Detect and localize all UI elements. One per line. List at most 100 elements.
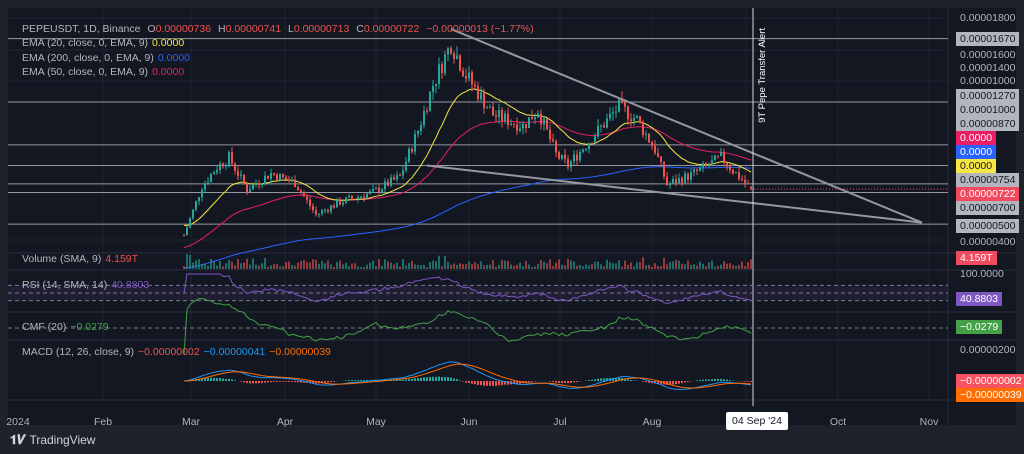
candle-body	[588, 143, 590, 150]
macd-histogram-bar	[489, 381, 491, 386]
volume-bar	[690, 264, 692, 269]
volume-bar	[666, 264, 668, 269]
macd-histogram-bar	[420, 377, 422, 381]
macd-histogram-bar	[501, 381, 503, 386]
candle-body	[279, 174, 281, 181]
ema50-line	[183, 120, 752, 248]
cmf-line	[183, 298, 752, 355]
volume-bar	[702, 263, 704, 269]
ema20-legend[interactable]: EMA (20, close, 0, EMA, 9) 0.0000	[22, 37, 188, 50]
macd-histogram-bar	[597, 378, 599, 381]
alert-annotation[interactable]: 9T Pepe Transfer Alert	[751, 28, 773, 128]
macd-histogram-bar	[345, 380, 347, 381]
candle-body	[501, 110, 503, 122]
macd-histogram-bar	[558, 381, 560, 383]
macd-histogram-bar	[573, 381, 575, 383]
volume-bar	[282, 266, 284, 269]
chart-area[interactable]: PEPEUSDT, 1D, Binance O0.00000736 H0.000…	[6, 8, 1024, 430]
macd-histogram-bar	[726, 379, 728, 381]
candle-body	[606, 118, 608, 128]
volume-bar	[300, 261, 302, 269]
tradingview-logo[interactable]: 𝟏𝑽 TradingView	[10, 432, 95, 448]
candle-body	[648, 133, 650, 143]
candle-body	[366, 193, 368, 199]
volume-bar	[585, 264, 587, 269]
volume-bar	[336, 261, 338, 269]
macd-histogram-bar	[591, 379, 593, 381]
volume-bar	[513, 266, 515, 269]
cmf-label: CMF (20)	[22, 321, 67, 333]
candle-body	[363, 196, 365, 199]
volume-bar	[735, 266, 737, 269]
level-label: 0.00001270	[956, 89, 1020, 103]
volume-bar	[255, 264, 257, 269]
candle-body	[519, 128, 521, 131]
candle-body	[639, 116, 641, 123]
macd-histogram-bar	[423, 377, 425, 381]
volume-bar	[357, 266, 359, 269]
macd-histogram-bar	[234, 380, 236, 381]
candle-body	[672, 179, 674, 184]
ema50-legend[interactable]: EMA (50, close, 0, EMA, 9) 0.0000	[22, 66, 188, 79]
candle-body	[627, 106, 629, 120]
volume-bar	[423, 264, 425, 269]
candle-body	[243, 174, 245, 184]
rsi-legend[interactable]: RSI (14, SMA, 14) 40.8803	[22, 279, 153, 292]
candle-body	[309, 199, 311, 206]
candle-body	[267, 175, 269, 179]
candle-body	[447, 48, 449, 55]
symbol-name[interactable]: PEPEUSDT, 1D, Binance	[22, 23, 141, 35]
macd-histogram-bar	[462, 381, 464, 382]
macd-histogram-bar	[429, 376, 431, 381]
volume-bar	[747, 262, 749, 269]
candle-body	[231, 152, 233, 164]
candle-body	[537, 113, 539, 118]
month-label: Apr	[276, 416, 294, 428]
volume-bar	[510, 264, 512, 269]
macd-histogram-bar	[498, 381, 500, 386]
month-label: Feb	[93, 416, 113, 428]
macd-histogram-bar	[642, 381, 644, 382]
volume-bar	[213, 261, 215, 269]
volume-bar	[462, 264, 464, 269]
volume-bar	[237, 259, 239, 269]
macd-histogram-bar	[561, 381, 563, 383]
volume-bar	[306, 261, 308, 269]
candle-body	[198, 197, 200, 202]
ema200-legend[interactable]: EMA (200, close, 0, EMA, 9) 0.0000	[22, 52, 194, 65]
macd-legend[interactable]: MACD (12, 26, close, 9) −0.00000002 −0.000…	[22, 346, 335, 359]
cmf-legend[interactable]: CMF (20) −0.0279	[22, 321, 113, 334]
candle-body	[357, 197, 359, 200]
high-label: H	[217, 23, 226, 35]
volume-legend[interactable]: Volume (SMA, 9) 4.159T	[22, 253, 142, 266]
volume-bar	[621, 266, 623, 269]
volume-bar	[291, 265, 293, 269]
volume-bar	[345, 262, 347, 269]
candle-body	[534, 117, 536, 120]
volume-bar	[216, 265, 218, 269]
month-label: Mar	[181, 416, 201, 428]
macd-histogram-bar	[552, 381, 554, 382]
chart-canvas[interactable]	[8, 8, 1016, 425]
volume-bar	[576, 265, 578, 269]
macd-histogram-bar	[231, 379, 233, 381]
low-value: 0.00000713	[293, 23, 350, 35]
volume-bar	[261, 263, 263, 269]
volume-bar	[489, 264, 491, 269]
volume-bar	[522, 266, 524, 269]
volume-bar	[633, 266, 635, 269]
cmf-value: −0.0279	[70, 321, 109, 333]
macd-histogram-bar	[201, 378, 203, 381]
volume-bar	[726, 263, 728, 269]
macd-histogram-bar	[273, 381, 275, 382]
volume-bar	[537, 263, 539, 269]
macd-histogram-bar	[564, 381, 566, 383]
volume-bar	[219, 261, 221, 269]
macd-histogram-bar	[576, 381, 578, 383]
volume-bar	[228, 260, 230, 269]
volume-bar	[708, 262, 710, 269]
volume-bar	[606, 259, 608, 269]
macd-histogram-bar	[528, 381, 530, 383]
candle-body	[549, 129, 551, 140]
macd-histogram-bar	[720, 378, 722, 381]
